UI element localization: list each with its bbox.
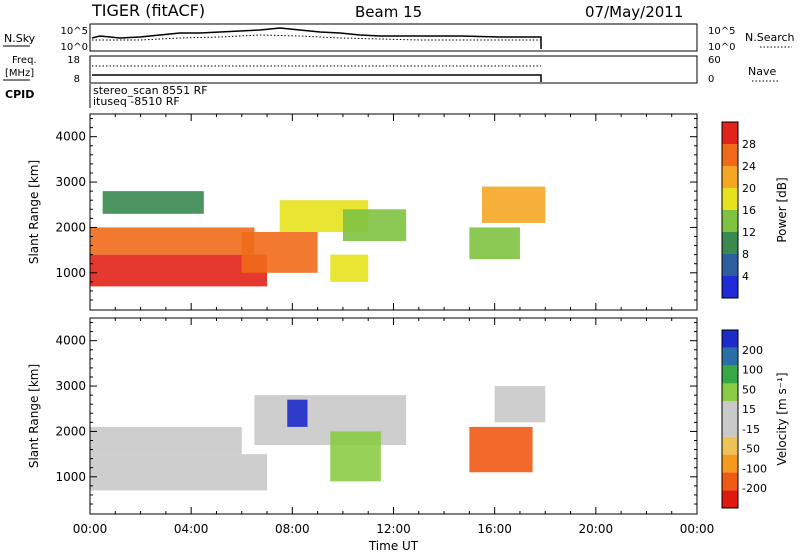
nsearch-tick-top: 10^5 [708, 26, 735, 37]
power-colorbar-tick: 20 [742, 182, 756, 195]
power-data-cell [90, 254, 268, 287]
power-colorbar-segment [722, 188, 738, 210]
velocity-data-cell [469, 426, 533, 473]
cpid-label: CPID [5, 88, 34, 101]
power-colorbar-segment [722, 144, 738, 166]
power-colorbar-segment [722, 210, 738, 232]
power-data-cell [330, 254, 369, 282]
velocity-colorbar-tick: -200 [742, 482, 767, 495]
time-tick-label: 20:00 [579, 522, 614, 536]
freq-unit-label: [MHz] [5, 68, 34, 79]
velocity-colorbar-label: Velocity [m s⁻¹] [775, 372, 789, 465]
velocity-data-cell [90, 454, 268, 491]
freq-series [92, 74, 542, 82]
power-y-tick-label: 3000 [55, 175, 86, 189]
time-tick-label: 12:00 [376, 522, 411, 536]
power-colorbar-tick: 8 [742, 248, 749, 261]
power-data-cell [469, 227, 520, 260]
velocity-colorbar-tick: -100 [742, 462, 767, 475]
power-data-cell [342, 209, 407, 242]
velocity-colorbar-segment [722, 419, 738, 437]
velocity-data-cell [494, 386, 546, 423]
beam-label: Beam 15 [355, 3, 422, 21]
power-colorbar-segment [722, 276, 738, 298]
time-tick-label: 16:00 [477, 522, 512, 536]
power-panel: 1000 2000 3000 4000 Slant Range [km] 4 8 12 16 20… [27, 113, 789, 311]
power-colorbar-tick: 4 [742, 270, 749, 283]
velocity-colorbar-tick: 200 [742, 344, 763, 357]
nsky-series [91, 27, 542, 49]
velocity-y-tick-label: 4000 [55, 334, 86, 348]
velocity-y-axis-label: Slant Range [km] [27, 364, 41, 468]
nsky-tick-top: 10^5 [61, 26, 88, 37]
velocity-colorbar-segment [722, 490, 738, 508]
velocity-y-tick-label: 3000 [55, 379, 86, 393]
velocity-colorbar-tick: 50 [742, 383, 756, 396]
power-colorbar-label: Power [dB] [775, 177, 789, 242]
velocity-colorbar-segment [722, 454, 738, 473]
power-y-axis-label: Slant Range [km] [27, 160, 41, 264]
freq-label: Freq. [12, 55, 37, 66]
power-y-tick-label: 1000 [55, 266, 86, 280]
velocity-panel: 1000 2000 3000 4000 Slant Range [km] -200 -100… [27, 317, 789, 515]
power-colorbar-segment [722, 166, 738, 188]
velocity-data-cell [254, 395, 407, 446]
velocity-colorbar-tick: 15 [742, 403, 756, 416]
nave-tick-bottom: 0 [708, 74, 714, 85]
nsky-label: N.Sky [4, 32, 36, 45]
power-data-cell [102, 191, 204, 214]
velocity-colorbar-frame [721, 329, 739, 509]
velocity-colorbar-segment [722, 401, 738, 419]
time-tick-label: 00:00 [73, 522, 108, 536]
freq-tick-bottom: 8 [74, 74, 80, 85]
power-data-cell [241, 231, 318, 273]
velocity-y-tick-label: 2000 [55, 424, 86, 438]
nsky-strip-frame [89, 23, 698, 52]
velocity-y-tick-label: 1000 [55, 470, 86, 484]
velocity-data-cell [287, 399, 308, 427]
velocity-colorbar-segment [722, 436, 738, 455]
power-y-tick-label: 2000 [55, 220, 86, 234]
velocity-data-cell [90, 426, 242, 455]
velocity-colorbar-segment [722, 330, 738, 348]
nave-tick-top: 60 [708, 55, 721, 66]
power-colorbar-tick: 24 [742, 160, 756, 173]
cpid-line-1: stereo_scan 8551 RF [93, 84, 208, 97]
freq-strip-frame [89, 55, 698, 84]
date-label: 07/May/2011 [585, 3, 683, 21]
time-tick-label: 00:00 [680, 522, 715, 536]
freq-tick-top: 18 [67, 55, 80, 66]
nsearch-label: N.Search [745, 31, 795, 44]
velocity-colorbar-tick: 100 [742, 364, 763, 377]
nsearch-series [92, 34, 541, 41]
power-y-tick-label: 4000 [55, 130, 86, 144]
nsearch-tick-bottom: 10^0 [708, 42, 735, 53]
time-tick-label: 08:00 [275, 522, 310, 536]
velocity-colorbar-segment [722, 472, 738, 491]
nsky-tick-bottom: 10^0 [61, 42, 88, 53]
power-colorbar-segment [722, 122, 738, 144]
power-colorbar-frame [721, 121, 739, 299]
radar-title: TIGER (fitACF) [91, 1, 205, 20]
time-axis-label: Time UT [368, 539, 419, 553]
velocity-colorbar-tick: -50 [742, 443, 760, 456]
time-axis: 00:00 04:00 08:00 12:00 16:00 20:00 00:00 Time … [73, 522, 715, 553]
power-data-cell [482, 186, 546, 223]
velocity-colorbar-segment [722, 365, 738, 384]
velocity-colorbar-tick: -15 [742, 423, 760, 436]
power-colorbar-tick: 28 [742, 138, 756, 151]
time-tick-label: 04:00 [174, 522, 209, 536]
velocity-colorbar-segment [722, 383, 738, 402]
cpid-line-2: ituseq -8510 RF [93, 95, 180, 108]
velocity-data-cell [330, 431, 381, 482]
power-colorbar-tick: 12 [742, 226, 756, 239]
power-colorbar-segment [722, 232, 738, 254]
power-colorbar-segment [722, 254, 738, 276]
power-colorbar-tick: 16 [742, 204, 756, 217]
velocity-colorbar-segment [722, 347, 738, 366]
power-data-cell [90, 227, 255, 255]
nave-label: Nave [748, 65, 776, 78]
